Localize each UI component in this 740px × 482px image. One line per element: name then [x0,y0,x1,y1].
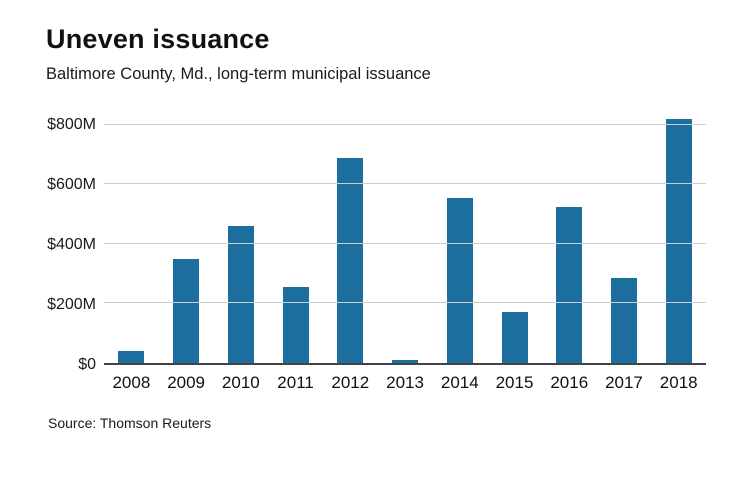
bar-2013 [392,360,419,363]
bar-2012 [337,157,364,363]
x-tick-label: 2009 [167,373,206,392]
x-tick-label: 2015 [495,373,534,392]
bar-slot: 2011 [268,110,323,392]
x-tick-label: 2014 [440,373,479,392]
bar-2010 [227,226,254,363]
gridline [104,183,706,185]
y-tick-label: $0 [78,356,96,373]
x-tick-label: 2013 [386,373,424,392]
y-tick-label: $800M [47,116,96,133]
bar-slot: 2017 [597,110,652,392]
bar-2017 [610,278,637,363]
y-axis: $0 $200M $400M $600M $800M [46,110,104,373]
y-tick-label: $400M [47,236,96,253]
x-tick-label: 2010 [221,373,260,392]
bar-slot: 2010 [213,110,268,392]
gridline [104,242,706,244]
bar-2014 [446,197,473,363]
bar-2015 [501,312,528,363]
bar-slot: 2016 [542,110,597,392]
bar-slot: 2013 [378,110,433,392]
chart-title: Uneven issuance [46,24,270,54]
bar-slot: 2008 [104,110,159,392]
bar-slot: 2009 [159,110,214,392]
bar-slot: 2014 [432,110,487,392]
bar-2011 [282,287,309,363]
y-tick-label: $200M [47,296,96,313]
chart-subtitle: Baltimore County, Md., long-term municip… [46,65,431,83]
plot-area: 2008 2009 2010 2011 2012 2013 2014 2015 2016 2017… [104,110,706,392]
bar-chart: $0 $200M $400M $600M $800M 2008 2009 2010 2011 2… [46,110,706,399]
bar-slots: 2008 2009 2010 2011 2012 2013 2014 2015 2016 2017… [104,110,706,392]
bar-2009 [173,258,200,363]
bar-slot: 2018 [651,110,706,392]
x-tick-label: 2008 [112,373,151,392]
x-tick-label: 2017 [605,373,643,392]
bar-2016 [556,206,583,363]
x-tick-label: 2011 [277,373,314,392]
gridline [104,123,706,125]
bar-slot: 2015 [487,110,542,392]
bar-slot: 2012 [323,110,378,392]
bar-2018 [665,118,692,363]
x-tick-label: 2018 [659,373,698,392]
x-tick-label: 2012 [331,373,370,392]
source-note: Source: Thomson Reuters [48,415,212,431]
gridline [104,302,706,304]
x-tick-label: 2016 [550,373,589,392]
bar-2008 [118,351,145,363]
y-tick-label: $600M [47,176,96,193]
